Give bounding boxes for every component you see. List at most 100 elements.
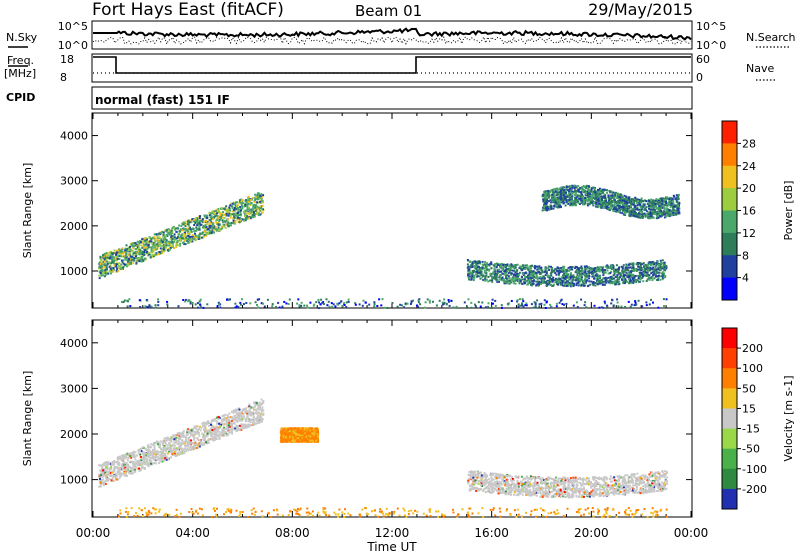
echo-cells	[98, 398, 669, 519]
echo-cell	[113, 256, 116, 259]
echo-cell	[579, 196, 582, 199]
echo-cell	[491, 278, 494, 281]
echo-cell	[541, 269, 544, 272]
echo-cell	[236, 203, 239, 206]
echo-cell	[479, 277, 482, 280]
echo-cell	[156, 235, 159, 238]
echo-cell	[508, 270, 511, 273]
echo-cell	[127, 300, 129, 303]
echo-cell	[503, 273, 506, 276]
echo-cell	[190, 236, 193, 239]
echo-cell	[558, 301, 561, 304]
echo-cell	[485, 264, 488, 267]
echo-cell	[378, 298, 381, 301]
echo-cell	[113, 259, 116, 262]
echo-cell	[604, 271, 607, 274]
echo-cell	[638, 262, 641, 265]
echo-cell	[242, 202, 245, 205]
echo-cell	[489, 274, 492, 277]
echo-cell	[151, 237, 154, 239]
echo-cell	[470, 271, 473, 274]
echo-cell	[606, 280, 609, 283]
echo-cell	[668, 211, 671, 214]
echo-cell	[586, 275, 589, 278]
echo-cell	[534, 305, 537, 308]
echo-cell	[589, 193, 592, 196]
echo-cell	[657, 198, 660, 201]
echo-cell	[227, 208, 229, 211]
echo-cell	[152, 242, 155, 245]
echo-cell	[116, 249, 119, 252]
echo-cell	[518, 282, 521, 285]
echo-cell	[503, 278, 506, 281]
echo-cell	[211, 210, 214, 213]
echo-cell	[635, 281, 638, 284]
echo-cell	[245, 213, 248, 216]
echo-cell	[99, 485, 102, 488]
echo-cell	[656, 260, 659, 263]
echo-cell	[253, 211, 255, 214]
echo-cell	[131, 243, 134, 246]
echo-cell	[211, 222, 214, 225]
echo-cell	[507, 275, 510, 278]
echo-cell	[542, 275, 545, 278]
echo-cell	[306, 306, 309, 309]
echo-cell	[481, 260, 484, 263]
echo-cell	[144, 305, 147, 308]
echo-cell	[548, 278, 551, 281]
echo-cell	[494, 299, 497, 302]
echo-cell	[222, 213, 225, 216]
echo-cell	[593, 189, 596, 192]
echo-cell	[186, 235, 188, 238]
echo-cell	[564, 198, 567, 201]
echo-cell	[146, 306, 149, 309]
echo-cell	[641, 277, 644, 279]
echo-cell	[668, 196, 671, 199]
echo-cell	[595, 199, 598, 202]
echo-cell	[509, 264, 512, 266]
echo-cell	[507, 268, 510, 270]
echo-cell	[235, 212, 238, 215]
echo-cell	[313, 303, 316, 306]
echo-cell	[624, 266, 627, 269]
echo-cell	[203, 225, 206, 228]
echo-cell	[567, 200, 570, 203]
echo-cell	[222, 429, 225, 432]
echo-cell	[553, 192, 555, 195]
echo-cell	[651, 276, 654, 279]
echo-cell	[556, 266, 559, 269]
echo-cell	[117, 467, 120, 470]
echo-cell	[185, 237, 188, 240]
echo-cell	[575, 204, 577, 207]
echo-cell	[616, 276, 619, 278]
echo-cell	[106, 252, 109, 254]
echo-cell	[671, 198, 674, 201]
echo-cell	[553, 196, 556, 199]
echo-cell	[102, 254, 105, 257]
echo-cell	[656, 214, 659, 217]
echo-cell	[582, 284, 585, 287]
echo-cell	[438, 299, 441, 302]
echo-cell	[562, 276, 565, 279]
echo-cell	[610, 190, 613, 193]
echo-cell	[126, 257, 129, 260]
echo-cell	[241, 204, 243, 207]
echo-cell	[534, 265, 537, 268]
echo-cell	[632, 262, 635, 265]
echo-cell	[152, 248, 155, 251]
echo-cell	[120, 255, 122, 258]
echo-cell	[225, 205, 228, 208]
echo-cell	[243, 219, 246, 222]
echo-cell	[627, 273, 630, 276]
echo-cell	[491, 281, 494, 284]
echo-cell	[613, 196, 616, 199]
echo-cell	[664, 198, 667, 201]
echo-cell	[592, 196, 595, 199]
echo-cell	[619, 276, 622, 279]
echo-cell	[544, 307, 547, 309]
echo-cell	[530, 284, 533, 287]
echo-cell	[574, 202, 577, 205]
echo-cell	[617, 268, 620, 270]
